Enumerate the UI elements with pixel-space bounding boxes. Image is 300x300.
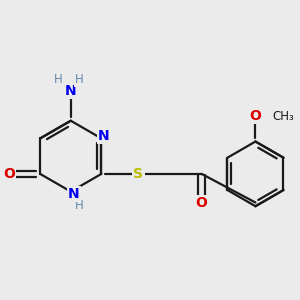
Text: O: O [196, 196, 208, 210]
Text: CH₃: CH₃ [272, 110, 294, 123]
Text: S: S [134, 167, 143, 181]
Text: N: N [98, 129, 110, 143]
Text: O: O [3, 167, 15, 181]
Text: N: N [65, 84, 76, 98]
Text: N: N [68, 187, 80, 201]
Text: H: H [75, 199, 84, 212]
Text: H: H [75, 73, 84, 86]
Text: O: O [250, 109, 261, 123]
Text: H: H [53, 73, 62, 86]
